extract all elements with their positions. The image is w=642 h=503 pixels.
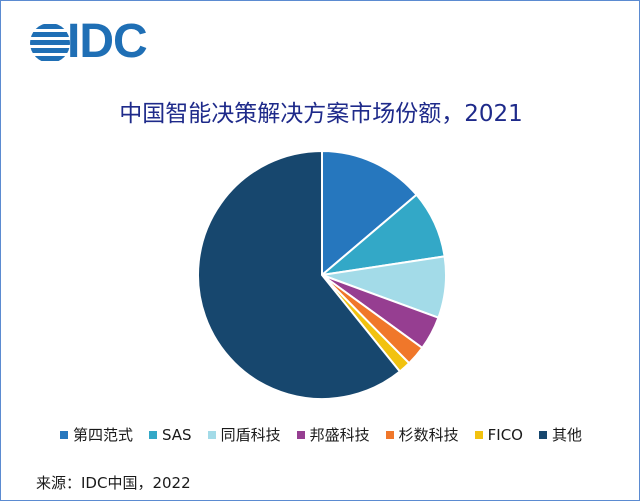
legend-label-1: SAS [162,425,192,444]
chart-title: 中国智能决策解决方案市场份额，2021 [119,101,523,127]
legend-swatch-2 [207,430,216,439]
legend-label-3: 邦盛科技 [309,426,370,444]
source-note: 来源：IDC中国，2022 [36,474,191,492]
legend-item-4: 杉数科技 [385,424,459,445]
legend-label-5: FICO [487,425,523,444]
legend-swatch-0 [59,430,68,439]
legend-item-0: 第四范式 [59,424,133,445]
legend-item-6: 其他 [538,424,582,445]
legend-item-1: SAS [149,426,192,444]
legend-label-6: 其他 [551,426,582,444]
brand-name: IDC [67,15,148,68]
legend-swatch-3 [296,430,305,439]
legend-item-2: 同盾科技 [207,424,281,445]
legend-swatch-1 [149,430,157,439]
legend-swatch-5 [474,430,483,439]
pie-slice-0 [321,150,418,276]
pie-slice-6 [197,150,401,400]
legend-label-0: 第四范式 [72,426,133,444]
legend-swatch-6 [538,430,547,439]
legend-label-4: 杉数科技 [398,426,459,444]
legend-label-2: 同盾科技 [220,426,281,444]
legend-item-5: FICO [474,425,523,444]
idc-logo-icon [30,24,70,61]
legend-swatch-4 [385,430,394,439]
chart-legend: 第四范式 SAS 同盾科技 邦盛科技 杉数科技 FICO 其他 [0,424,642,445]
legend-item-3: 邦盛科技 [296,424,370,445]
